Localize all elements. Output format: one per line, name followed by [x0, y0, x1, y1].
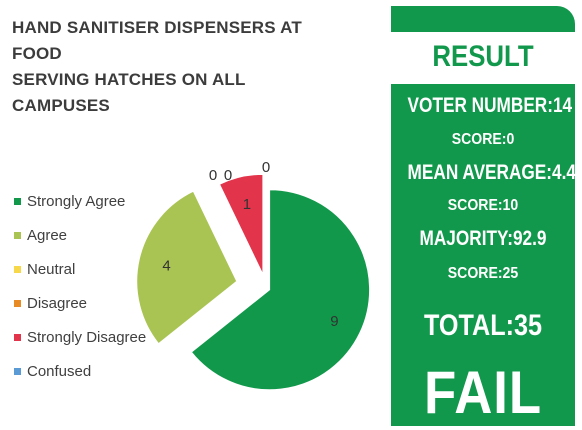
- score-3: SCORE:25: [447, 265, 519, 282]
- chart-legend: Strongly Agree Agree Neutral Disagree Strong…: [14, 184, 146, 388]
- legend-item-strongly-disagree: Strongly Disagree: [14, 320, 146, 354]
- result-panel-tab: [391, 6, 575, 32]
- data-label-strongly-disagree: 1: [243, 196, 251, 213]
- majority: MAJORITY:92.9: [419, 227, 547, 250]
- legend-swatch: [14, 231, 21, 239]
- chart-title-line-1: HAND SANITISER DISPENSERS AT FOOD: [12, 18, 302, 63]
- verdict: FAIL: [424, 359, 542, 426]
- legend-swatch: [14, 197, 21, 205]
- total: TOTAL:35: [423, 309, 543, 342]
- legend-swatch: [14, 333, 21, 341]
- legend-item-confused: Confused: [14, 354, 146, 388]
- data-label-neutral: 0: [209, 167, 217, 184]
- result-heading: RESULT: [432, 40, 534, 73]
- legend-label: Neutral: [27, 260, 76, 278]
- data-label-strongly-agree: 9: [330, 313, 338, 330]
- legend-label: Agree: [27, 226, 68, 244]
- legend-swatch: [14, 367, 21, 375]
- data-label-disagree: 0: [224, 167, 232, 184]
- legend-label: Strongly Disagree: [27, 328, 147, 346]
- legend-swatch: [14, 265, 21, 273]
- legend-item-agree: Agree: [14, 218, 146, 252]
- data-label-agree: 4: [162, 257, 170, 274]
- pie-slice-agree: [136, 190, 238, 345]
- legend-item-neutral: Neutral: [14, 252, 146, 286]
- score-1: SCORE:0: [451, 131, 515, 148]
- pie-slice-strongly-agree: [190, 189, 371, 391]
- data-label-confused: 0: [262, 159, 270, 176]
- score-2: SCORE:10: [447, 197, 519, 214]
- result-panel-body: VOTER NUMBER:14 SCORE:0 MEAN AVERAGE:4.4…: [391, 84, 582, 426]
- legend-label: Confused: [27, 362, 92, 380]
- pie-slice-strongly-disagree: [218, 173, 264, 275]
- legend-item-disagree: Disagree: [14, 286, 146, 320]
- legend-swatch: [14, 299, 21, 307]
- legend-label: Strongly Agree: [27, 192, 126, 210]
- result-panel: RESULT VOTER NUMBER:14 SCORE:0 MEAN AVER…: [391, 6, 582, 426]
- legend-label: Disagree: [27, 294, 88, 312]
- legend-item-strongly-agree: Strongly Agree: [14, 184, 146, 218]
- mean-average: MEAN AVERAGE:4.43: [407, 161, 582, 184]
- chart-title: HAND SANITISER DISPENSERS AT FOOD SERVIN…: [12, 15, 332, 119]
- chart-title-line-2: SERVING HATCHES ON ALL CAMPUSES: [12, 70, 246, 115]
- voter-number: VOTER NUMBER:14: [407, 94, 573, 117]
